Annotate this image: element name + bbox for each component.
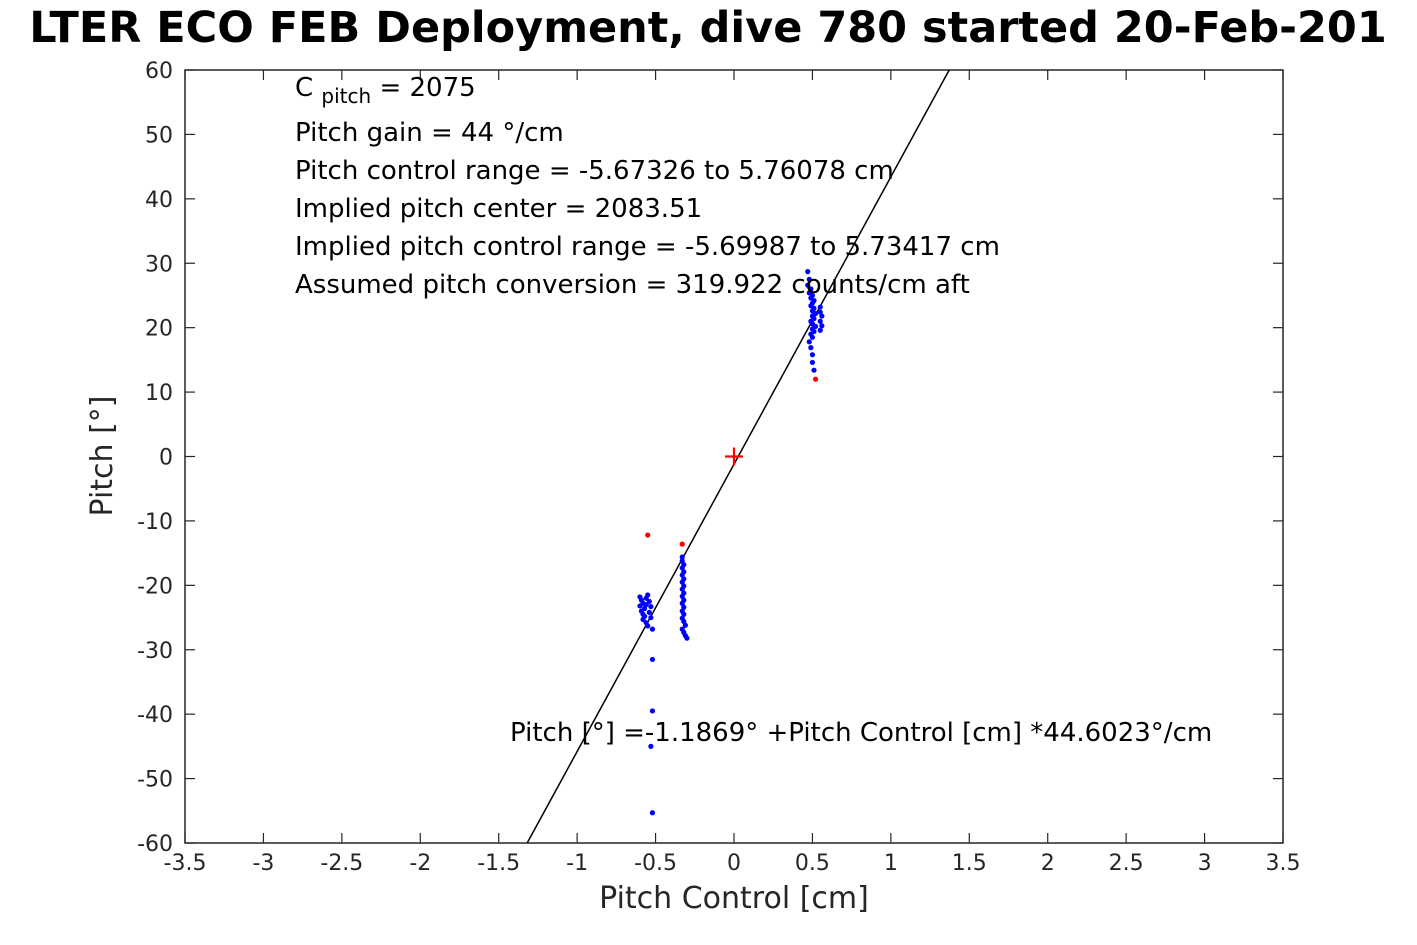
x-axis-label: Pitch Control [cm] xyxy=(599,881,869,916)
annotation-cpitch-prefix: C xyxy=(295,73,313,103)
pitch-sample-point xyxy=(682,622,688,628)
y-tick-label: 10 xyxy=(145,381,173,406)
y-tick-label: -10 xyxy=(137,510,173,535)
x-tick-label: 0 xyxy=(727,851,741,876)
pitch-sample-point xyxy=(806,339,812,345)
annotation-cpitch: C pitch = 2075 xyxy=(295,73,476,110)
pitch-sample-point xyxy=(809,334,816,340)
pitch-sample-point xyxy=(648,743,654,749)
pitch-sample-point xyxy=(637,603,643,609)
y-tick-label: 60 xyxy=(145,59,173,84)
x-tick-label: -0.5 xyxy=(634,851,677,876)
x-tick-label: 2 xyxy=(1041,851,1055,876)
annotation-implied-pitch-control-range: Implied pitch control range = -5.69987 t… xyxy=(295,232,1000,262)
pitch-sample-point xyxy=(649,708,656,714)
y-tick-label: 0 xyxy=(159,446,173,471)
annotation-pitch-gain: Pitch gain = 44 °/cm xyxy=(295,118,564,148)
plot-layer: -3.5 -3 -2.5 -2 -1.5 -1 -0.5 0 0.5 1 1.5 2 2.5 3 3.5 -6… xyxy=(137,59,1300,876)
chart-title: LTER ECO FEB Deployment, dive 780 starte… xyxy=(29,3,1387,53)
y-axis-label: Pitch [°] xyxy=(85,396,120,517)
x-tick-label: -1 xyxy=(566,851,588,876)
x-tick-label: 2.5 xyxy=(1109,851,1144,876)
pitch-sample-point xyxy=(809,359,816,366)
flagged-sample-point xyxy=(645,532,651,538)
flagged-sample-point xyxy=(679,541,685,547)
flagged-sample-point xyxy=(812,376,819,382)
pitch-sample-point xyxy=(648,614,654,621)
pitch-sample-point xyxy=(817,327,823,333)
pitch-sample-point xyxy=(811,367,817,373)
pitch-sample-point xyxy=(819,323,825,329)
y-tick-label: -40 xyxy=(137,703,173,728)
y-tick-label: -50 xyxy=(137,768,173,793)
x-tick-label: -2 xyxy=(409,851,431,876)
pitch-sample-point xyxy=(649,810,656,816)
pitch-sample-point xyxy=(645,592,651,598)
pitch-sample-point xyxy=(649,626,656,632)
pitch-sample-point xyxy=(649,656,656,663)
pitch-sample-point xyxy=(809,352,816,358)
pitch-sample-point xyxy=(817,318,823,324)
y-tick-label: 30 xyxy=(145,252,173,277)
y-tick-label: 40 xyxy=(145,188,173,213)
pitch-sample-point xyxy=(808,345,814,351)
x-tick-label: 0.5 xyxy=(795,851,830,876)
pitch-sample-point xyxy=(640,616,646,623)
x-tick-label: -3.5 xyxy=(164,851,207,876)
fit-equation: Pitch [°] =-1.1869° +Pitch Control [cm] … xyxy=(510,718,1212,748)
annotation-cpitch-sub: pitch xyxy=(321,84,371,108)
y-tick-label: -60 xyxy=(137,832,173,857)
annotation-cpitch-rest: = 2075 xyxy=(379,73,475,103)
pitch-sample-point xyxy=(679,554,685,560)
pitch-sample-point xyxy=(648,603,654,610)
x-tick-label: 1.5 xyxy=(952,851,987,876)
pitch-sample-point xyxy=(646,598,652,605)
pitch-sample-point xyxy=(645,623,651,629)
x-tick-label: -3 xyxy=(252,851,274,876)
x-tick-label: -2.5 xyxy=(320,851,363,876)
y-tick-label: -20 xyxy=(137,574,173,599)
annotation-pitch-control-range: Pitch control range = -5.67326 to 5.7607… xyxy=(295,156,894,186)
annotation-assumed-pitch-conversion: Assumed pitch conversion = 319.922 count… xyxy=(295,270,970,300)
pitch-sample-point xyxy=(805,282,811,288)
x-tick-label: 3 xyxy=(1198,851,1212,876)
origin-marker xyxy=(725,447,743,466)
pitch-sample-point xyxy=(805,269,811,275)
x-tick-label: 3.5 xyxy=(1266,851,1301,876)
y-tick-label: 20 xyxy=(145,317,173,342)
pitch-sample-point xyxy=(646,609,652,615)
pitch-sample-point xyxy=(806,276,812,282)
y-tick-label: 50 xyxy=(145,123,173,148)
pitch-sample-point xyxy=(684,635,690,641)
pitch-sample-point xyxy=(819,313,825,319)
annotation-implied-pitch-center: Implied pitch center = 2083.51 xyxy=(295,194,702,224)
pitch-sample-point xyxy=(817,304,823,310)
x-tick-label: 1 xyxy=(884,851,898,876)
x-tick-label: -1.5 xyxy=(477,851,520,876)
y-tick-label: -30 xyxy=(137,639,173,664)
pitch-sample-point xyxy=(643,602,649,608)
